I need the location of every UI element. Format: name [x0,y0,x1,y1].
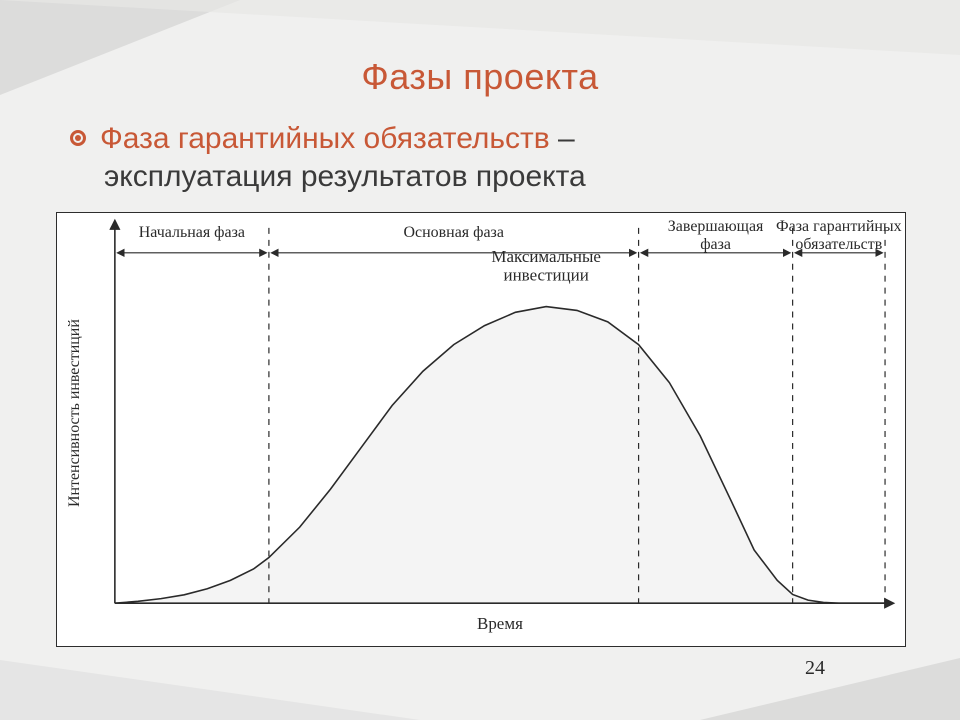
bg-corner-bl [0,660,420,720]
bg-corner-br [700,658,960,720]
svg-text:Фаза гарантийных: Фаза гарантийных [776,218,902,235]
bullet-highlight: Фаза гарантийных обязательств [100,122,550,155]
svg-text:Основная фаза: Основная фаза [404,224,504,241]
page-number: 24 [805,657,825,680]
chart-frame: Начальная фаза Основная фаза Завершающаяфа… [56,212,906,647]
bullet-rest-inline: – [550,122,575,155]
svg-text:инвестиции: инвестиции [504,266,589,285]
svg-text:обязательств: обязательств [795,236,882,253]
svg-text:Начальная фаза: Начальная фаза [139,224,245,241]
bullet-item: Фаза гарантийных обязательств – эксплуат… [70,120,900,197]
slide-title: Фазы проекта [0,56,960,98]
bullet-line2: эксплуатация результатов проекта [104,158,900,196]
chart-svg: Начальная фаза Основная фаза Завершающаяфа… [57,213,905,646]
svg-text:фаза: фаза [700,236,731,253]
slide: Фазы проекта Фаза гарантийных обязательс… [0,0,960,720]
bg-corner-tr [0,0,960,55]
svg-text:Максимальные: Максимальные [491,247,600,266]
svg-text:Интенсивность инвестиций: Интенсивность инвестиций [66,319,83,507]
svg-text:Завершающая: Завершающая [668,218,764,235]
svg-text:Время: Время [477,614,523,633]
bullet-icon [70,130,86,146]
